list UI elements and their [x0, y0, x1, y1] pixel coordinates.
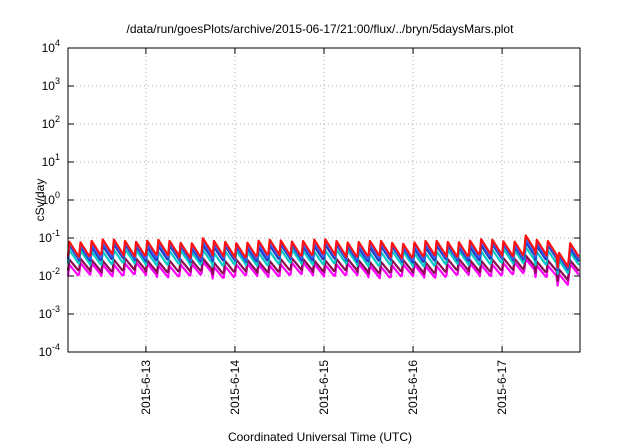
chart-title: /data/run/goesPlots/archive/2015-06-17/2… — [126, 22, 514, 36]
y-tick-label: 103 — [42, 76, 60, 93]
series-group — [66, 234, 580, 287]
x-tick-label: 2015-6-15 — [317, 360, 331, 415]
y-tick-label: 102 — [42, 114, 60, 131]
y-tick-label: 10-1 — [39, 228, 60, 245]
x-axis-label: Coordinated Universal Time (UTC) — [227, 430, 413, 444]
grid-lines — [68, 48, 580, 352]
y-tick-label: 10-4 — [39, 342, 60, 359]
x-tick-label: 2015-6-13 — [139, 360, 153, 415]
y-tick-label: 10-2 — [39, 266, 60, 283]
y-tick-label: 104 — [42, 38, 60, 55]
series-line — [66, 234, 580, 269]
y-axis: 10-4 10-3 10-2 10-1 100 101 102 103 104 — [39, 38, 580, 359]
series-line — [66, 254, 580, 282]
series-line — [66, 245, 580, 275]
y-tick-label: 10-3 — [39, 304, 60, 321]
y-tick-label: 101 — [42, 152, 60, 169]
y-axis-label: cSv/day — [33, 178, 47, 222]
series-line — [66, 257, 580, 287]
y-tick-label: 100 — [42, 190, 60, 207]
x-tick-label: 2015-6-14 — [228, 360, 242, 415]
x-axis: 2015-6-13 2015-6-14 2015-6-15 2015-6-16 2015… — [139, 48, 509, 415]
x-tick-label: 2015-6-17 — [495, 360, 509, 415]
x-tick-label: 2015-6-16 — [406, 360, 420, 415]
